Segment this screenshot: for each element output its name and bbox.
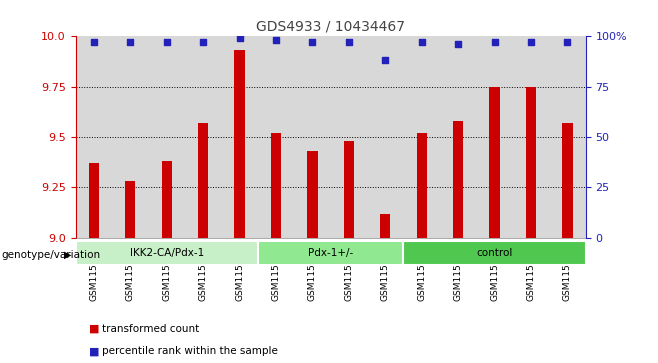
Bar xyxy=(185,36,221,238)
Point xyxy=(343,40,354,45)
Bar xyxy=(417,133,427,238)
Bar xyxy=(271,133,281,238)
Bar xyxy=(563,123,572,238)
Bar xyxy=(453,121,463,238)
Text: IKK2-CA/Pdx-1: IKK2-CA/Pdx-1 xyxy=(130,248,204,258)
Bar xyxy=(198,123,208,238)
Point xyxy=(417,40,427,45)
Text: ■: ■ xyxy=(89,346,99,356)
Point xyxy=(125,40,136,45)
Bar xyxy=(125,182,136,238)
Bar xyxy=(149,36,185,238)
Point xyxy=(453,41,463,47)
Bar xyxy=(440,36,476,238)
Point xyxy=(307,40,318,45)
Bar xyxy=(76,36,112,238)
Bar xyxy=(258,241,403,265)
Point xyxy=(380,58,391,64)
Point xyxy=(89,40,99,45)
Bar xyxy=(162,161,172,238)
Bar xyxy=(330,36,367,238)
Bar xyxy=(221,36,258,238)
Bar xyxy=(526,87,536,238)
Point xyxy=(270,37,281,43)
Text: genotype/variation: genotype/variation xyxy=(1,250,101,260)
Text: percentile rank within the sample: percentile rank within the sample xyxy=(102,346,278,356)
Point xyxy=(490,40,500,45)
Text: ■: ■ xyxy=(89,323,99,334)
Bar xyxy=(403,36,440,238)
Bar xyxy=(307,151,318,238)
Bar xyxy=(343,141,354,238)
Text: Pdx-1+/-: Pdx-1+/- xyxy=(308,248,353,258)
Bar xyxy=(476,36,513,238)
Bar xyxy=(112,36,149,238)
Bar xyxy=(380,213,390,238)
Bar xyxy=(367,36,403,238)
Bar xyxy=(89,163,99,238)
Text: control: control xyxy=(476,248,513,258)
Text: transformed count: transformed count xyxy=(102,323,199,334)
Point xyxy=(562,40,572,45)
Bar xyxy=(76,241,258,265)
Bar xyxy=(234,50,245,238)
Bar xyxy=(403,241,586,265)
Bar xyxy=(513,36,549,238)
Title: GDS4933 / 10434467: GDS4933 / 10434467 xyxy=(256,20,405,34)
Point xyxy=(526,40,536,45)
Point xyxy=(161,40,172,45)
Bar xyxy=(549,36,586,238)
Point xyxy=(198,40,209,45)
Bar xyxy=(490,87,499,238)
Bar xyxy=(258,36,294,238)
Point xyxy=(234,36,245,41)
Text: ▶: ▶ xyxy=(64,250,71,260)
Bar xyxy=(294,36,330,238)
